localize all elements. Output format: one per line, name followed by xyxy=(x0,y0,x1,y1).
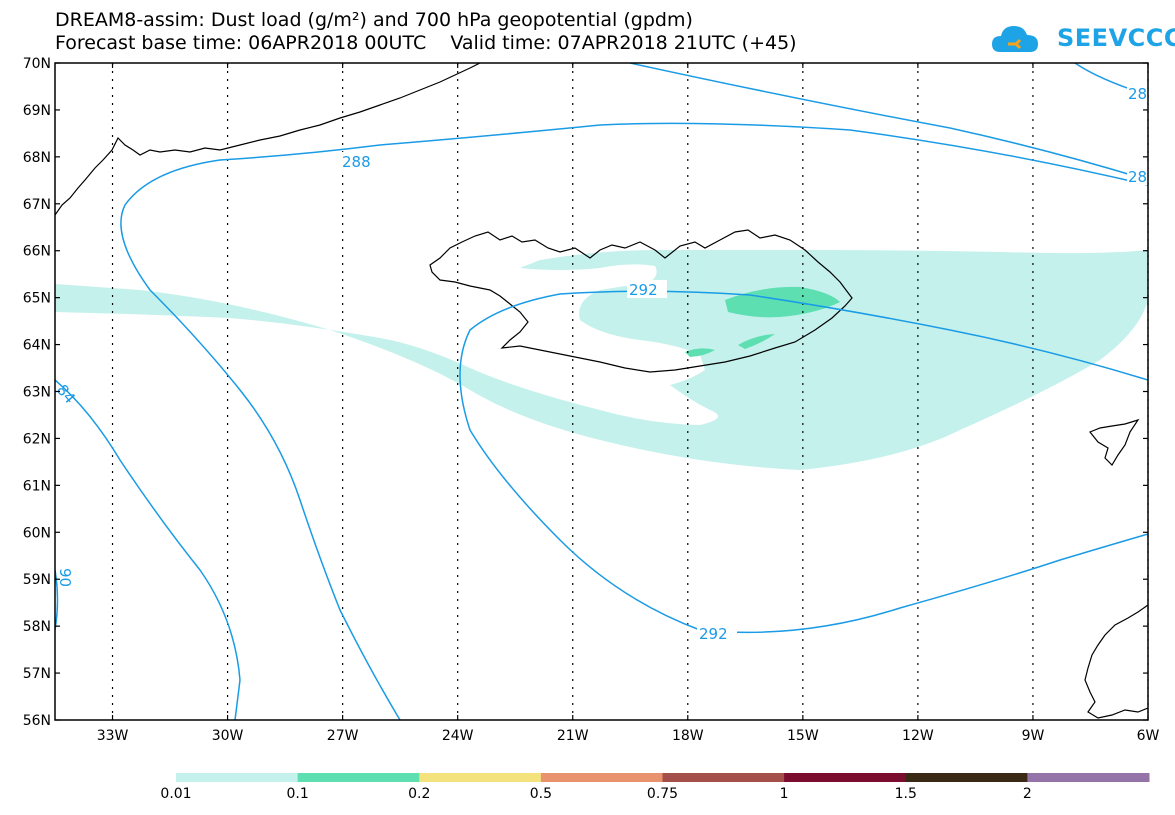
lat-label: 68N xyxy=(23,150,51,166)
logo xyxy=(992,26,1038,52)
greenland-coast xyxy=(55,63,481,216)
lon-label: 30W xyxy=(212,728,244,744)
colorbar-swatch xyxy=(419,773,542,782)
lon-label: 12W xyxy=(902,728,934,744)
faroe-coast xyxy=(1089,418,1140,466)
colorbar-swatch xyxy=(297,773,420,782)
geopotential-contours xyxy=(55,63,1148,720)
lat-label: 59N xyxy=(23,572,51,588)
lat-label: 61N xyxy=(23,478,51,494)
colorbar-label: 1.5 xyxy=(894,786,917,802)
contour-label-288: 288 xyxy=(342,153,371,171)
dust-load-shading xyxy=(55,250,1148,470)
colorbar-label: 0.75 xyxy=(646,786,679,802)
dust-area-light xyxy=(55,250,1148,470)
logo-text: SEEVCCC xyxy=(1057,24,1175,52)
lat-label: 62N xyxy=(23,431,51,447)
contour-upper-right-1 xyxy=(629,63,1148,181)
forecast-time-subtitle: Forecast base time: 06APR2018 00UTC Vali… xyxy=(55,32,797,54)
lon-label: 33W xyxy=(97,728,129,744)
contour-labels: 288 292 292 28 28 84 90 xyxy=(53,84,1148,643)
dust-area-medium-3 xyxy=(738,334,775,349)
colorbar-label: 1 xyxy=(779,786,789,802)
contour-label-292-south: 292 xyxy=(699,625,728,643)
longitude-axis: 33W 30W 27W 24W 21W 18W 15W 12W 9W 6W xyxy=(97,63,1160,744)
contour-292 xyxy=(459,290,1148,634)
lat-label: 56N xyxy=(23,713,51,729)
lat-label: 66N xyxy=(23,244,51,260)
lat-label: 65N xyxy=(23,291,51,307)
contour-label-90: 90 xyxy=(56,568,74,587)
colorbar-swatch xyxy=(540,773,663,782)
colorbar-swatch xyxy=(784,773,907,782)
dust-load-colorbar xyxy=(176,773,1150,782)
contour-label-84: 84 xyxy=(53,381,79,407)
lon-label: 15W xyxy=(787,728,819,744)
lon-label: 18W xyxy=(672,728,704,744)
lat-label: 63N xyxy=(23,385,51,401)
lat-label: 70N xyxy=(23,56,51,72)
contour-label-28-middle: 28 xyxy=(1128,168,1147,186)
dust-area-medium-2 xyxy=(685,348,715,357)
lat-label: 57N xyxy=(23,666,51,682)
colorbar-swatch xyxy=(1027,773,1150,782)
contour-284 xyxy=(55,379,241,720)
cloud-icon xyxy=(992,26,1038,52)
lat-label: 60N xyxy=(23,525,51,541)
colorbar-label: 0.01 xyxy=(160,786,192,802)
latitude-axis: 70N 69N 68N 67N 66N 65N 64N 63N 62N 61N 60N 59N 58N 5… xyxy=(23,56,1148,729)
colorbar-swatch xyxy=(662,773,785,782)
lon-label: 6W xyxy=(1137,728,1160,744)
lon-label: 9W xyxy=(1022,728,1045,744)
contour-288 xyxy=(120,122,1148,720)
lat-label: 69N xyxy=(23,103,51,119)
colorbar-label: 0.2 xyxy=(408,786,431,802)
dust-area-medium-1 xyxy=(725,286,840,318)
colorbar-swatch xyxy=(176,773,299,782)
map-title: DREAM8-assim: Dust load (g/m²) and 700 h… xyxy=(55,9,693,31)
lon-label: 27W xyxy=(327,728,359,744)
lon-label: 21W xyxy=(557,728,589,744)
colorbar-swatch xyxy=(905,773,1028,782)
scotland-coast xyxy=(1084,604,1148,719)
iceland-coast xyxy=(429,229,853,373)
lat-label: 67N xyxy=(23,197,51,213)
lon-label: 24W xyxy=(442,728,474,744)
lat-label: 58N xyxy=(23,619,51,635)
colorbar-label: 0.1 xyxy=(286,786,309,802)
coastlines xyxy=(55,63,1148,719)
contour-label-292-north: 292 xyxy=(629,281,658,299)
colorbar-label: 0.5 xyxy=(529,786,553,802)
colorbar-label: 2 xyxy=(1022,786,1032,802)
lat-label: 64N xyxy=(23,338,51,354)
contour-label-28-top: 28 xyxy=(1128,85,1147,103)
